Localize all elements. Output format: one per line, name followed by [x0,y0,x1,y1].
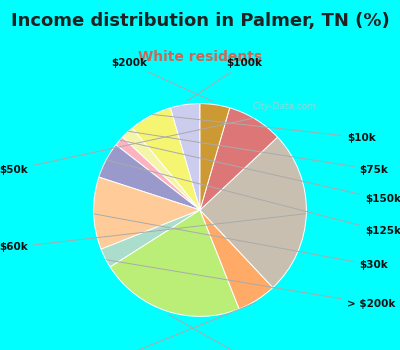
Wedge shape [101,210,200,267]
Text: $75k: $75k [128,131,388,175]
Wedge shape [99,145,200,210]
Text: $125k: $125k [107,160,400,236]
Text: White residents: White residents [138,50,262,64]
Text: $40k: $40k [97,303,256,350]
Text: $60k: $60k [0,214,306,252]
Text: $200k: $200k [111,58,213,102]
Text: $20k: $20k [169,315,277,350]
Wedge shape [200,108,278,210]
Wedge shape [110,210,239,316]
Text: Income distribution in Palmer, TN (%): Income distribution in Palmer, TN (%) [11,12,389,30]
Wedge shape [94,177,200,249]
Text: > $200k: > $200k [106,260,395,309]
Text: $10k: $10k [152,114,376,143]
Text: $150k: $150k [120,140,400,204]
Text: City-Data.com: City-Data.com [252,102,316,111]
Wedge shape [116,137,200,210]
Wedge shape [200,137,306,288]
Wedge shape [170,104,200,210]
Wedge shape [132,108,200,210]
Wedge shape [200,210,273,309]
Wedge shape [200,104,230,210]
Text: $50k: $50k [0,118,254,175]
Text: $100k: $100k [187,58,263,101]
Text: $30k: $30k [94,214,388,270]
Wedge shape [122,128,200,210]
